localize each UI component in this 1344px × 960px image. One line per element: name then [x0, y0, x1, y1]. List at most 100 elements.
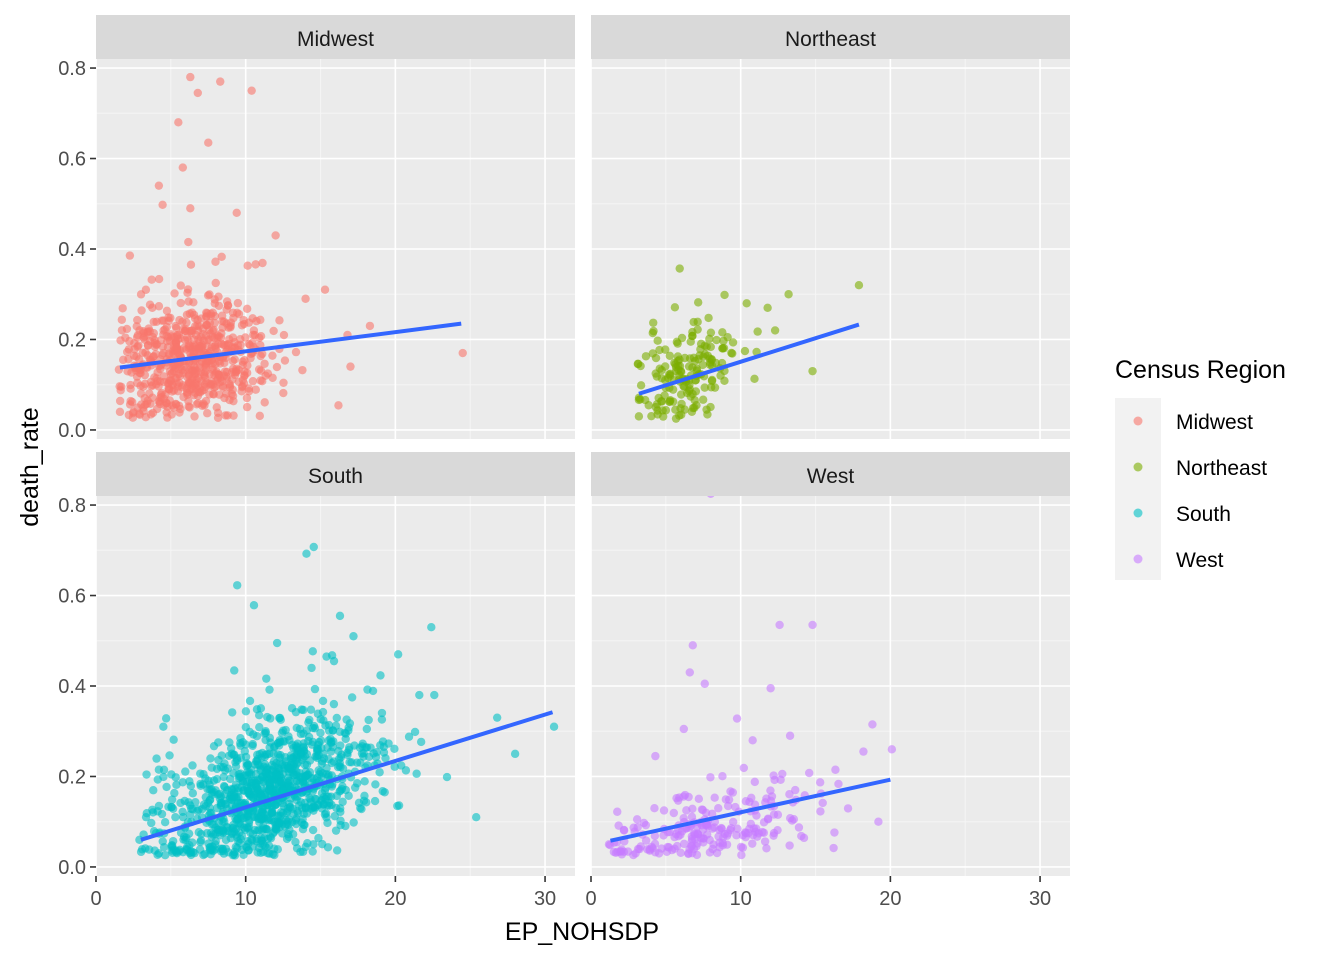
data-point: [843, 804, 853, 813]
data-point: [785, 841, 794, 850]
data-point: [412, 769, 421, 778]
data-point: [266, 833, 276, 843]
data-point: [232, 208, 241, 218]
data-point: [363, 685, 372, 694]
data-point: [613, 807, 622, 816]
data-point: [205, 846, 215, 855]
data-point: [218, 383, 228, 392]
data-point: [377, 708, 387, 718]
data-point: [347, 758, 356, 767]
trend-line-midwest: [119, 321, 462, 370]
data-point: [242, 402, 252, 412]
data-point: [243, 261, 252, 270]
data-point: [679, 792, 688, 801]
data-point: [117, 315, 127, 324]
data-point: [854, 280, 864, 290]
data-point: [168, 841, 177, 850]
data-point: [323, 843, 333, 852]
data-point: [280, 356, 290, 365]
data-point: [251, 260, 260, 269]
data-point: [210, 295, 219, 304]
data-point: [748, 736, 757, 745]
data-point: [256, 366, 266, 375]
data-point: [242, 368, 252, 378]
data-point: [129, 407, 138, 417]
data-point: [672, 337, 682, 347]
data-point: [492, 713, 502, 722]
data-point: [306, 705, 316, 714]
data-point: [750, 374, 759, 384]
data-point: [322, 652, 331, 661]
data-point: [203, 798, 213, 807]
data-point: [376, 741, 385, 750]
facet-strip-label: Northeast: [785, 28, 876, 51]
data-point: [184, 396, 193, 406]
data-point: [154, 765, 164, 774]
data-point: [784, 290, 793, 299]
data-point: [293, 808, 303, 818]
data-point: [349, 818, 358, 827]
data-point: [204, 839, 213, 848]
data-point: [228, 356, 237, 366]
data-point: [189, 335, 199, 344]
data-point: [240, 747, 249, 756]
y-tick-label: 0.4: [58, 239, 86, 261]
data-point: [393, 650, 403, 659]
data-point: [260, 359, 269, 368]
data-point: [737, 850, 746, 860]
data-point: [217, 751, 226, 760]
data-point: [741, 832, 750, 842]
data-point: [416, 737, 426, 747]
data-point: [300, 760, 310, 770]
data-point: [162, 306, 172, 316]
data-point: [675, 264, 684, 273]
data-point: [291, 707, 301, 717]
data-point: [728, 817, 738, 827]
data-point: [708, 844, 717, 854]
data-point: [255, 825, 264, 835]
data-point: [331, 826, 341, 835]
data-point: [242, 782, 251, 791]
data-point: [360, 791, 369, 801]
data-point: [307, 663, 316, 673]
data-point: [182, 310, 192, 320]
data-point: [739, 763, 749, 773]
data-point: [141, 285, 151, 294]
data-point: [338, 797, 347, 807]
data-point: [371, 780, 380, 789]
data-point: [152, 754, 161, 763]
data-point: [321, 809, 331, 818]
data-point: [174, 348, 183, 358]
data-point: [170, 788, 179, 798]
points-midwest: [114, 72, 467, 423]
x-tick-label: 30: [534, 888, 556, 910]
legend-key-west: [1133, 554, 1143, 564]
data-point: [874, 817, 883, 826]
data-point: [472, 812, 481, 822]
data-point: [175, 845, 185, 855]
data-point: [740, 346, 750, 356]
data-point: [188, 761, 197, 770]
data-point: [126, 380, 135, 390]
data-point: [659, 831, 668, 840]
data-point: [645, 845, 654, 854]
data-point: [718, 328, 727, 337]
data-point: [641, 352, 651, 361]
data-point: [200, 369, 209, 379]
data-point: [186, 204, 195, 213]
data-point: [235, 838, 245, 848]
data-point: [619, 825, 629, 835]
data-point: [251, 770, 261, 779]
data-point: [770, 775, 779, 785]
data-point: [145, 300, 155, 309]
data-point: [272, 638, 282, 648]
data-point: [714, 804, 723, 813]
data-point: [707, 496, 715, 498]
data-point: [648, 328, 657, 338]
data-point: [313, 744, 323, 754]
data-point: [249, 601, 259, 610]
data-point: [753, 327, 762, 336]
data-point: [262, 750, 272, 759]
data-point: [242, 761, 251, 771]
